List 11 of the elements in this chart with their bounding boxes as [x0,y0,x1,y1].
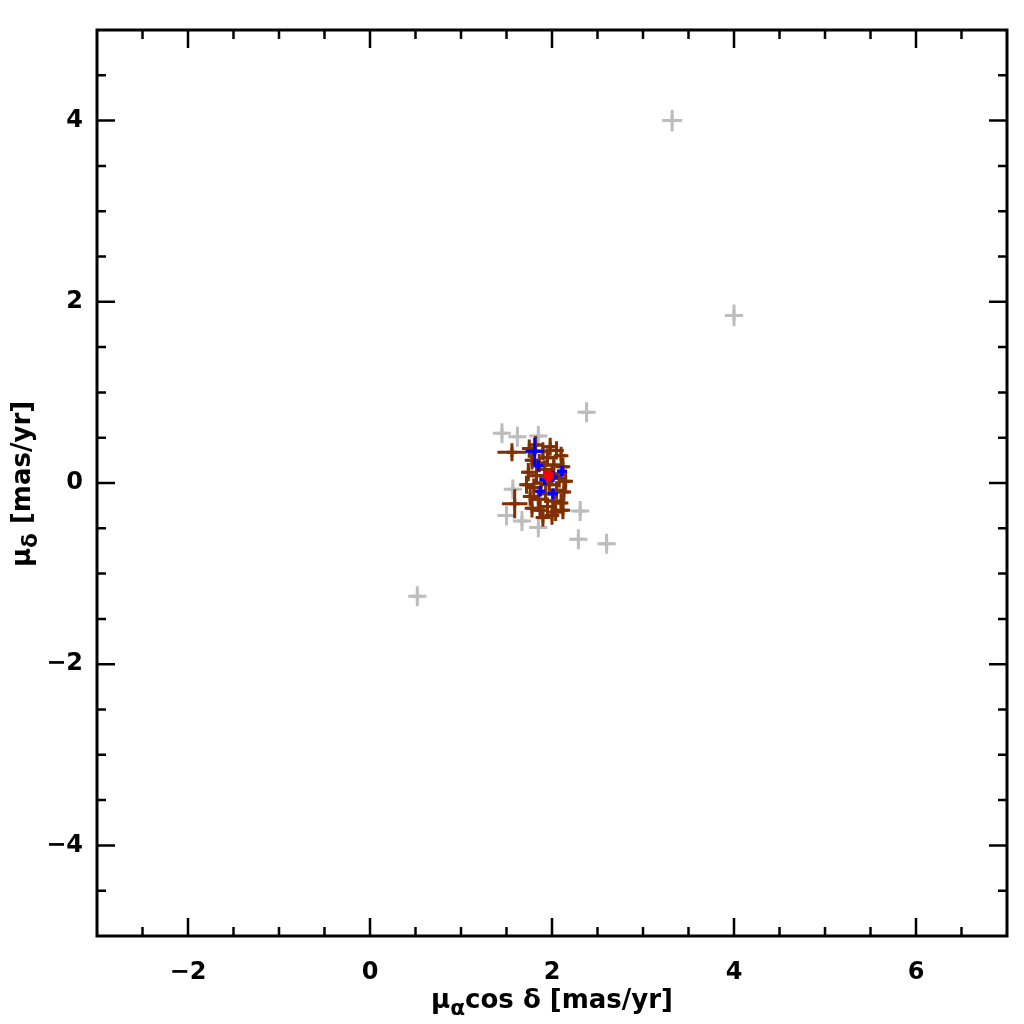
y-tick-label: 0 [66,467,83,496]
x-axis-title: μ$_{α}$cos δ [mas/yr] [431,984,673,1020]
x-tick-label: 2 [543,956,561,985]
x-tick-label: −2 [169,956,207,985]
x-tick-label: 0 [361,956,379,985]
y-tick-label: 2 [66,286,83,315]
y-tick-label: −4 [46,829,83,858]
x-tick-label: 4 [725,956,743,985]
y-tick-label: 4 [66,104,83,133]
y-tick-label: −2 [46,648,83,677]
x-tick-label: 6 [907,956,925,985]
